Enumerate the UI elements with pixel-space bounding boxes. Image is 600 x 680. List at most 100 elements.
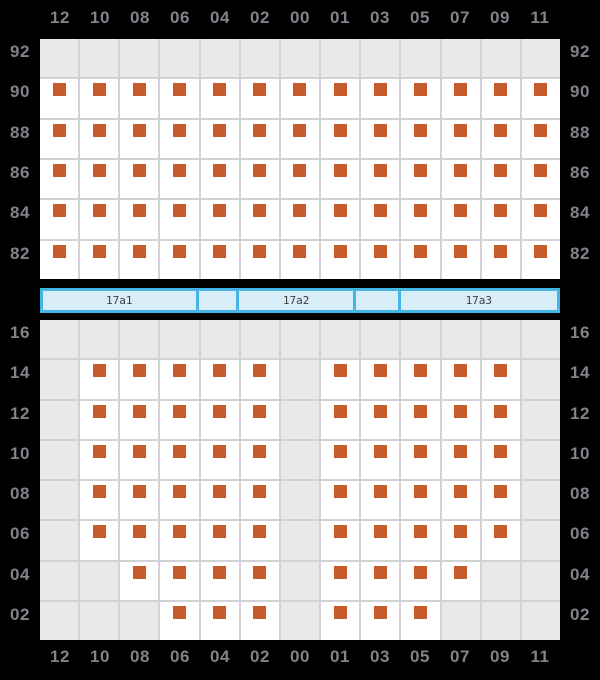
seat-cell[interactable] xyxy=(240,561,279,600)
seat-cell[interactable] xyxy=(280,119,320,158)
seat-cell[interactable] xyxy=(160,240,199,279)
seat-cell[interactable] xyxy=(481,200,520,239)
seat-cell[interactable] xyxy=(240,521,279,560)
seat-cell[interactable] xyxy=(521,119,560,158)
seat-cell[interactable] xyxy=(200,561,239,600)
seat-cell[interactable] xyxy=(481,79,520,118)
seat-cell[interactable] xyxy=(120,360,159,399)
seat-cell[interactable] xyxy=(361,360,400,399)
seat-cell[interactable] xyxy=(200,521,239,560)
seat-cell[interactable] xyxy=(321,521,360,560)
seat-cell[interactable] xyxy=(280,200,320,239)
seat-cell[interactable] xyxy=(441,521,480,560)
seat-cell[interactable] xyxy=(200,240,239,279)
seat-cell[interactable] xyxy=(401,360,440,399)
seat-cell[interactable] xyxy=(240,200,279,239)
seat-cell[interactable] xyxy=(481,159,520,199)
seat-cell[interactable] xyxy=(160,360,199,399)
seat-cell[interactable] xyxy=(321,400,360,439)
seat-cell[interactable] xyxy=(80,240,119,279)
seat-cell[interactable] xyxy=(80,440,119,479)
seat-cell[interactable] xyxy=(160,159,199,199)
seat-cell[interactable] xyxy=(280,79,320,118)
seat-cell[interactable] xyxy=(240,360,279,399)
seat-cell[interactable] xyxy=(441,360,480,399)
seat-cell[interactable] xyxy=(401,481,440,520)
section-segment[interactable]: 17a2 xyxy=(236,291,354,310)
seat-cell[interactable] xyxy=(80,159,119,199)
seat-cell[interactable] xyxy=(321,481,360,520)
seat-cell[interactable] xyxy=(321,601,360,640)
seat-cell[interactable] xyxy=(481,240,520,279)
seat-cell[interactable] xyxy=(80,200,119,239)
seat-cell[interactable] xyxy=(401,200,440,239)
seat-cell[interactable] xyxy=(240,400,279,439)
seat-cell[interactable] xyxy=(481,119,520,158)
seat-cell[interactable] xyxy=(361,119,400,158)
seat-cell[interactable] xyxy=(80,79,119,118)
seat-cell[interactable] xyxy=(401,440,440,479)
seat-cell[interactable] xyxy=(441,561,480,600)
seat-cell[interactable] xyxy=(200,440,239,479)
seat-cell[interactable] xyxy=(40,159,79,199)
seat-cell[interactable] xyxy=(441,400,480,439)
seat-cell[interactable] xyxy=(401,521,440,560)
seat-cell[interactable] xyxy=(240,601,279,640)
seat-cell[interactable] xyxy=(361,400,400,439)
seat-cell[interactable] xyxy=(200,481,239,520)
seat-cell[interactable] xyxy=(280,240,320,279)
seat-cell[interactable] xyxy=(240,440,279,479)
seat-cell[interactable] xyxy=(361,240,400,279)
seat-cell[interactable] xyxy=(481,360,520,399)
seat-cell[interactable] xyxy=(120,561,159,600)
seat-cell[interactable] xyxy=(200,79,239,118)
seat-cell[interactable] xyxy=(40,200,79,239)
seat-cell[interactable] xyxy=(321,119,360,158)
seat-cell[interactable] xyxy=(361,79,400,118)
seat-cell[interactable] xyxy=(401,119,440,158)
seat-cell[interactable] xyxy=(80,400,119,439)
seat-cell[interactable] xyxy=(481,400,520,439)
seat-cell[interactable] xyxy=(321,79,360,118)
seat-cell[interactable] xyxy=(120,79,159,118)
seat-cell[interactable] xyxy=(441,159,480,199)
seat-cell[interactable] xyxy=(401,240,440,279)
seat-cell[interactable] xyxy=(120,200,159,239)
seat-cell[interactable] xyxy=(160,79,199,118)
seat-cell[interactable] xyxy=(401,400,440,439)
seat-cell[interactable] xyxy=(120,440,159,479)
section-segment[interactable]: 17a3 xyxy=(397,291,558,310)
seat-cell[interactable] xyxy=(40,240,79,279)
seat-cell[interactable] xyxy=(240,481,279,520)
seat-cell[interactable] xyxy=(481,440,520,479)
seat-cell[interactable] xyxy=(321,360,360,399)
seat-cell[interactable] xyxy=(160,481,199,520)
seat-cell[interactable] xyxy=(361,200,400,239)
seat-cell[interactable] xyxy=(40,79,79,118)
seat-cell[interactable] xyxy=(441,481,480,520)
seat-cell[interactable] xyxy=(240,159,279,199)
seat-cell[interactable] xyxy=(481,481,520,520)
seat-cell[interactable] xyxy=(401,561,440,600)
seat-cell[interactable] xyxy=(120,159,159,199)
seat-cell[interactable] xyxy=(120,240,159,279)
seat-cell[interactable] xyxy=(361,440,400,479)
seat-cell[interactable] xyxy=(401,159,440,199)
seat-cell[interactable] xyxy=(160,521,199,560)
seat-cell[interactable] xyxy=(80,521,119,560)
seat-cell[interactable] xyxy=(160,440,199,479)
seat-cell[interactable] xyxy=(481,521,520,560)
seat-cell[interactable] xyxy=(240,240,279,279)
seat-cell[interactable] xyxy=(321,240,360,279)
seat-cell[interactable] xyxy=(80,119,119,158)
seat-cell[interactable] xyxy=(321,440,360,479)
seat-cell[interactable] xyxy=(321,561,360,600)
seat-cell[interactable] xyxy=(160,400,199,439)
seat-cell[interactable] xyxy=(441,79,480,118)
seat-cell[interactable] xyxy=(240,79,279,118)
seat-cell[interactable] xyxy=(361,601,400,640)
seat-cell[interactable] xyxy=(521,159,560,199)
seat-cell[interactable] xyxy=(120,481,159,520)
seat-cell[interactable] xyxy=(441,119,480,158)
seat-cell[interactable] xyxy=(120,400,159,439)
